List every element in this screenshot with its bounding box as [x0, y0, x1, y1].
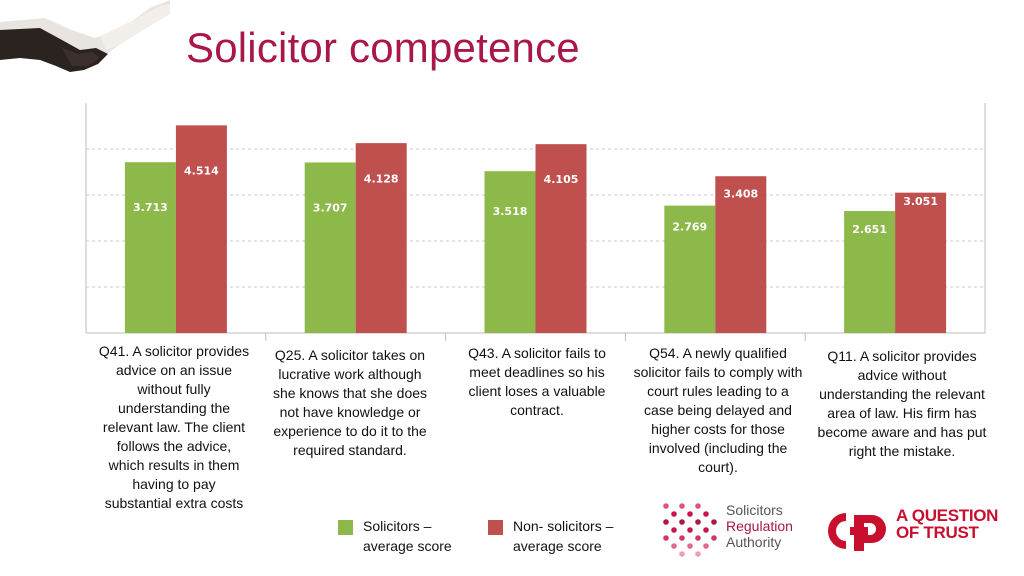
category-label-q54: Q54. A newly qualified solicitor fails t…	[633, 345, 803, 475]
sra-dot	[703, 543, 709, 549]
legend-label-non-solicitors-line2: average score	[513, 538, 602, 554]
sra-logo-text: Solicitors Regulation Authority	[726, 502, 793, 550]
sra-dot	[695, 551, 701, 557]
bar-non-solicitors-4	[895, 192, 947, 333]
chart-value-labels: 3.713 3.707 3.518 2.769 2.651 4.514 4.128 4.105…	[133, 165, 938, 237]
legend-swatch-non-solicitors	[488, 520, 503, 535]
question-of-trust-logo-mark	[828, 513, 886, 551]
legend-label-solicitors-line1: Solicitors –	[363, 518, 432, 534]
aqt-line2: OF TRUST	[896, 523, 979, 542]
bar-value-label: 4.128	[364, 173, 399, 186]
legend-label-non-solicitors-line1: Non- solicitors –	[513, 518, 614, 534]
sra-dot	[703, 511, 709, 517]
sra-dot	[711, 519, 717, 525]
sra-dot	[671, 527, 677, 533]
bar-value-label: 3.713	[133, 201, 168, 214]
bar-value-label: 3.051	[903, 195, 938, 208]
handshake-image	[0, 0, 170, 72]
legend-swatch-solicitors	[338, 520, 353, 535]
bar-non-solicitors-2	[535, 144, 587, 333]
bar-value-label: 2.651	[852, 223, 887, 236]
sra-dot	[695, 519, 701, 525]
bar-non-solicitors-3	[715, 176, 767, 333]
sra-dot	[687, 527, 693, 533]
bar-non-solicitors-0	[175, 125, 227, 333]
sra-dot	[695, 535, 701, 541]
bar-solicitors-0	[124, 162, 176, 333]
bar-value-label: 4.105	[544, 173, 579, 186]
bar-value-label: 2.769	[672, 221, 707, 234]
sra-line1: Solicitors	[726, 502, 783, 518]
legend-label-solicitors-line2: average score	[363, 538, 452, 554]
question-of-trust-logo-text: A QUESTION OF TRUST	[896, 507, 998, 541]
sra-dot	[679, 503, 685, 509]
sra-dot	[671, 511, 677, 517]
sra-line3: Authority	[726, 534, 782, 550]
sra-dot	[679, 551, 685, 557]
sra-dot	[663, 519, 669, 525]
sra-dot	[687, 511, 693, 517]
bar-value-label: 3.408	[723, 187, 758, 200]
sra-dot	[687, 543, 693, 549]
bar-value-label: 4.514	[184, 165, 219, 178]
sra-dot	[679, 535, 685, 541]
sra-dot	[671, 543, 677, 549]
bar-non-solicitors-1	[355, 143, 407, 333]
category-label-q41: Q41. A solicitor provides advice on an i…	[98, 343, 250, 511]
sra-dot	[695, 503, 701, 509]
category-label-q11: Q11. A solicitor provides advice without…	[817, 348, 987, 459]
sra-line2: Regulation	[726, 518, 793, 534]
bar-solicitors-4	[844, 211, 896, 333]
chart-bars	[124, 125, 947, 333]
category-label-q25: Q25. A solicitor takes on lucrative work…	[272, 347, 428, 458]
sra-logo-dots	[663, 503, 717, 557]
sra-dot	[663, 503, 669, 509]
bar-solicitors-2	[484, 171, 536, 333]
page-title: Solicitor competence	[186, 24, 580, 71]
sra-dot	[703, 527, 709, 533]
sra-dot	[711, 535, 717, 541]
aqt-line1: A QUESTION	[896, 506, 999, 525]
legend-non-solicitors: Non- solicitors – average score	[488, 516, 643, 556]
bar-solicitors-1	[304, 162, 356, 333]
sra-dot	[679, 519, 685, 525]
bar-value-label: 3.707	[313, 201, 348, 214]
legend-solicitors: Solicitors – average score	[338, 516, 473, 556]
category-label-q43: Q43. A solicitor fails to meet deadlines…	[468, 345, 606, 418]
sra-dot	[663, 535, 669, 541]
bar-value-label: 3.518	[493, 205, 528, 218]
bar-solicitors-3	[664, 205, 716, 333]
